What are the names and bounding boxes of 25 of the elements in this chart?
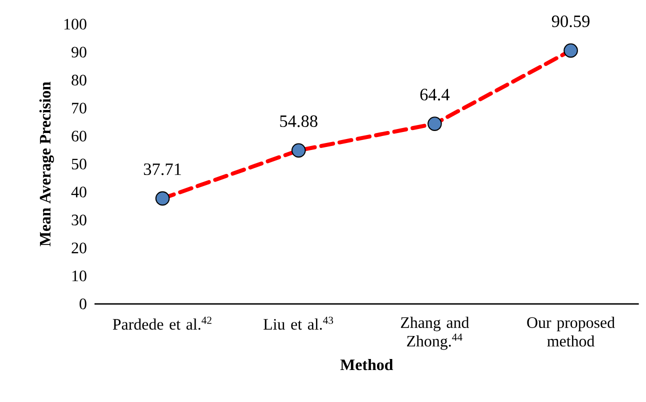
y-tick-label: 30: [72, 214, 86, 226]
x-tick-label: Liu et al.$^{43}$: [264, 316, 334, 330]
data-label: 90.59: [552, 15, 590, 28]
data-label: 37.71: [144, 163, 181, 176]
y-tick-label: 10: [72, 270, 86, 282]
x-tick-label: Our proposed method: [527, 316, 615, 346]
x-tick-label: Pardede et al.$^{42}$: [112, 316, 212, 330]
point: [155, 191, 170, 206]
y-tick-label: 80: [72, 74, 86, 86]
y-tick-label: 20: [72, 242, 86, 254]
data-label: 64.4: [420, 88, 450, 100]
y-tick-label: 0: [80, 298, 86, 310]
y-tick-label: 50: [72, 158, 86, 170]
data-label: 54.88: [280, 115, 318, 128]
point: [428, 116, 442, 131]
y-tick-label: 100: [64, 18, 86, 30]
y-tick-label: 90: [72, 46, 86, 58]
y-axis-title: Mean Average Precision: [39, 82, 54, 246]
y-tick-label: 40: [71, 186, 86, 198]
point: [564, 43, 578, 58]
x-axis-title: Method: [340, 358, 394, 370]
point: [291, 143, 306, 158]
y-tick-label: 70: [72, 102, 86, 114]
x-tick-label: Zhang and Zhong.$^{44}$: [400, 316, 470, 350]
y-tick-label: 60: [72, 130, 86, 142]
